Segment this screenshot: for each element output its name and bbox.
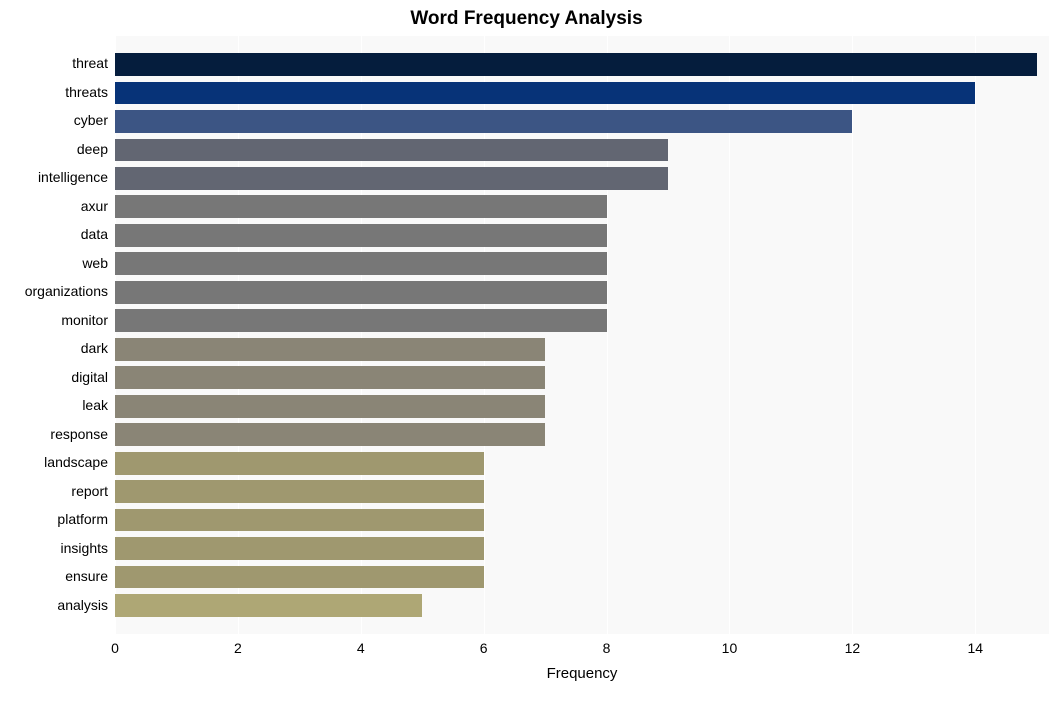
bar bbox=[115, 594, 422, 617]
bar bbox=[115, 224, 607, 247]
bar bbox=[115, 110, 852, 133]
bar bbox=[115, 309, 607, 332]
bar bbox=[115, 139, 668, 162]
y-tick-label: organizations bbox=[25, 283, 108, 299]
y-tick-label: report bbox=[71, 483, 108, 499]
x-tick-label: 2 bbox=[234, 640, 242, 656]
y-tick-label: data bbox=[81, 226, 108, 242]
bar bbox=[115, 281, 607, 304]
y-tick-label: ensure bbox=[65, 568, 108, 584]
y-tick-label: threat bbox=[72, 55, 108, 71]
bar bbox=[115, 366, 545, 389]
bar bbox=[115, 537, 484, 560]
x-tick-label: 10 bbox=[722, 640, 738, 656]
bar bbox=[115, 480, 484, 503]
bar bbox=[115, 566, 484, 589]
y-tick-label: response bbox=[50, 426, 108, 442]
chart-title: Word Frequency Analysis bbox=[0, 8, 1053, 30]
y-tick-label: landscape bbox=[44, 454, 108, 470]
y-tick-label: deep bbox=[77, 141, 108, 157]
bar bbox=[115, 167, 668, 190]
y-tick-label: dark bbox=[81, 340, 108, 356]
x-tick-label: 8 bbox=[603, 640, 611, 656]
y-tick-label: web bbox=[82, 255, 108, 271]
y-tick-label: cyber bbox=[74, 112, 108, 128]
y-tick-label: leak bbox=[82, 397, 108, 413]
y-tick-label: threats bbox=[65, 84, 108, 100]
bar bbox=[115, 423, 545, 446]
bar bbox=[115, 509, 484, 532]
y-tick-label: intelligence bbox=[38, 169, 108, 185]
x-axis-title: Frequency bbox=[115, 665, 1049, 682]
y-tick-label: digital bbox=[71, 369, 108, 385]
bar bbox=[115, 252, 607, 275]
x-tick-label: 0 bbox=[111, 640, 119, 656]
y-tick-label: analysis bbox=[57, 597, 108, 613]
bar bbox=[115, 452, 484, 475]
plot-area bbox=[115, 36, 1049, 634]
y-tick-label: monitor bbox=[61, 312, 108, 328]
bar bbox=[115, 338, 545, 361]
x-tick-label: 4 bbox=[357, 640, 365, 656]
bar bbox=[115, 82, 975, 105]
bar bbox=[115, 195, 607, 218]
y-tick-label: axur bbox=[81, 198, 108, 214]
x-tick-label: 12 bbox=[845, 640, 861, 656]
bar bbox=[115, 395, 545, 418]
x-tick-label: 6 bbox=[480, 640, 488, 656]
bars-container bbox=[115, 36, 1049, 634]
y-tick-label: platform bbox=[57, 511, 108, 527]
y-tick-label: insights bbox=[61, 540, 108, 556]
bar bbox=[115, 53, 1037, 76]
word-frequency-chart: Word Frequency Analysis threat threats cyb… bbox=[0, 0, 1053, 701]
x-tick-label: 14 bbox=[967, 640, 983, 656]
